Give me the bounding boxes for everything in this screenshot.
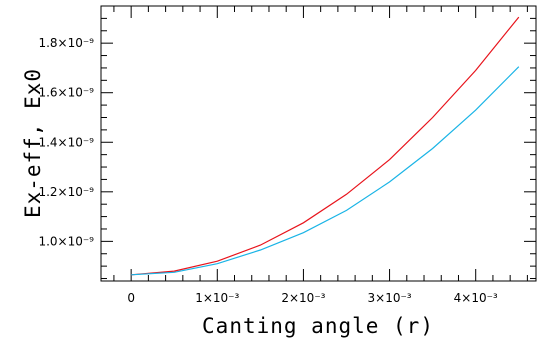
x-tick-labels: 0 1×10⁻³ 2×10⁻³ 3×10⁻³ 4×10⁻³: [127, 291, 498, 305]
y-tick-label: 1.2×10⁻⁹: [38, 185, 94, 199]
y-tick-label: 1.8×10⁻⁹: [38, 36, 94, 50]
series-line-1: [131, 16, 520, 276]
series-lines: [131, 16, 520, 276]
plot-frame: [100, 5, 537, 282]
x-tick-label: 4×10⁻³: [454, 291, 498, 305]
y-tick-label: 1.0×10⁻⁹: [38, 234, 94, 248]
x-tick-label: 2×10⁻³: [281, 291, 325, 305]
series-line-2: [131, 66, 520, 276]
x-axis-title: Canting angle (r): [202, 314, 434, 338]
x-tick-label: 1×10⁻³: [195, 291, 239, 305]
y-tick-label: 1.4×10⁻⁹: [38, 135, 94, 149]
x-tick-label: 0: [127, 291, 135, 305]
x-tick-label: 3×10⁻³: [368, 291, 412, 305]
y-axis-title: Ex-eff, Ex0: [21, 68, 45, 218]
axis-ticks: [101, 6, 536, 281]
y-tick-label: 1.6×10⁻⁹: [38, 86, 94, 100]
y-tick-labels: 1.0×10⁻⁹ 1.2×10⁻⁹ 1.4×10⁻⁹ 1.6×10⁻⁹ 1.8×10⁻⁹: [38, 36, 94, 248]
